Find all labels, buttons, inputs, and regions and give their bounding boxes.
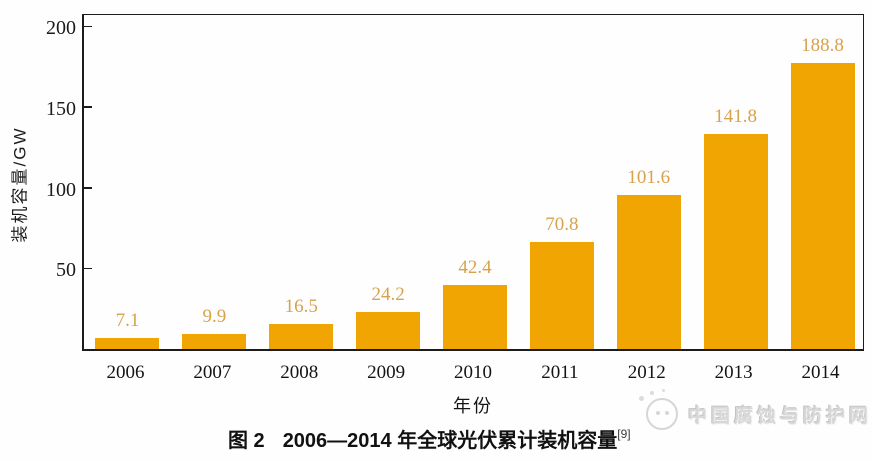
bar-value-label: 101.6 (627, 167, 671, 189)
bar-value-label: 16.5 (284, 296, 318, 318)
caption-reference: [9] (617, 427, 631, 441)
bar-2010 (443, 284, 507, 349)
bar-value-label: 24.2 (371, 284, 405, 306)
x-tick-label: 2007 (193, 362, 232, 383)
bar-2008 (269, 324, 334, 349)
bar-value-label: 42.4 (458, 256, 492, 278)
x-tick-label: 2008 (280, 362, 319, 383)
bar-2007 (182, 334, 247, 349)
x-axis-title: 年份 (453, 396, 493, 416)
x-tick-label: 2006 (106, 362, 145, 383)
bar-value-label: 70.8 (545, 213, 579, 235)
x-tick-label: 2012 (627, 362, 666, 383)
y-tick-mark (84, 187, 92, 189)
caption-text: 2006—2014 年全球光伏累计装机容量 (282, 430, 618, 452)
y-axis-title: 装机容量/GW (10, 126, 30, 243)
plot-area: 7.1 9.9 16.5 24.2 42.4 70.8 101.6 141.8 188.8 (82, 14, 864, 351)
bar-2006 (95, 338, 160, 349)
bar-value-label: 141.8 (714, 106, 758, 128)
bar-2012 (616, 195, 681, 349)
caption-number: 图 2 (228, 430, 265, 452)
y-tick-label: 150 (46, 97, 76, 120)
y-tick-mark (84, 267, 92, 270)
bar-2014 (790, 62, 855, 349)
x-tick-label: 2011 (541, 362, 579, 383)
bar-value-label: 9.9 (202, 306, 227, 328)
x-tick-label: 2010 (454, 362, 492, 383)
figure-caption: 图 2 2006—2014 年全球光伏累计装机容量[9] (228, 424, 631, 453)
y-tick-label: 100 (46, 178, 76, 201)
bar-2011 (529, 241, 594, 349)
y-tick-mark (84, 106, 92, 108)
y-tick-label: 50 (56, 259, 76, 282)
bar-2013 (703, 134, 768, 349)
x-tick-label: 2009 (367, 362, 406, 383)
bar-value-label: 188.8 (801, 34, 844, 56)
bar-value-label: 7.1 (115, 310, 140, 332)
y-tick-mark (84, 25, 92, 27)
bar-2009 (356, 312, 421, 349)
x-tick-label: 2013 (714, 362, 753, 383)
y-tick-label: 200 (46, 17, 76, 39)
x-tick-label: 2014 (801, 362, 840, 383)
